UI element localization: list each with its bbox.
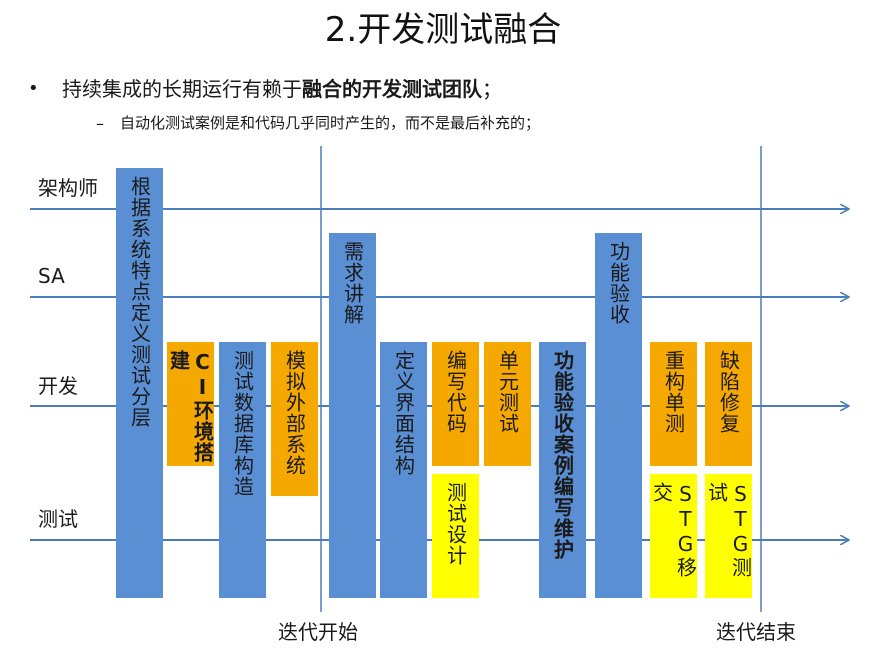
task-box-mock-external: 模拟外部系统 [271, 342, 318, 496]
task-box-stg-test: STG测试 [704, 474, 753, 598]
task-box-requirements: 需求讲解 [329, 233, 376, 598]
task-box-ci-setup: CI环境搭建 [166, 342, 215, 466]
task-label: CI环境搭建 [166, 350, 215, 463]
task-box-test-design: 测试设计 [432, 474, 479, 598]
task-box-write-code: 编写代码 [432, 342, 479, 466]
task-label: 编写代码 [443, 350, 468, 434]
bullet-text-plain: 持续集成的长期运行有赖于 [62, 77, 302, 101]
task-box-stg-handover: STG移交 [649, 474, 698, 598]
task-box-refactor-unit-test: 重构单测 [650, 342, 697, 466]
slide-title: 2.开发测试融合 [324, 10, 562, 50]
task-box-test-database: 测试数据库构造 [219, 342, 266, 598]
task-box-defect-fix: 缺陷修复 [705, 342, 752, 466]
sub-bullet: 自动化测试案例是和代码几乎同时产生的，而不是最后补充的； [120, 114, 541, 132]
lane-label-test: 测试 [38, 507, 78, 531]
main-bullet: 持续集成的长期运行有赖于融合的开发测试团队； [62, 74, 502, 104]
task-label: 功能验收案例编写维护 [550, 350, 575, 560]
task-label: 需求讲解 [340, 241, 365, 325]
task-box-acceptance: 功能验收 [595, 233, 642, 598]
sub-bullet-marker: – [96, 114, 104, 133]
bullet-text-bold: 融合的开发测试团队 [302, 77, 482, 101]
task-label: 测试数据库构造 [230, 350, 255, 497]
task-box-define-test-layers: 根据系统特点定义测试分层 [116, 168, 163, 598]
task-box-unit-test: 单元测试 [484, 342, 531, 466]
task-box-acceptance-cases: 功能验收案例编写维护 [539, 342, 586, 598]
lane-label-sa: SA [38, 264, 65, 288]
task-box-ui-structure: 定义界面结构 [380, 342, 427, 598]
task-label: STG测试 [704, 482, 753, 578]
task-label: 根据系统特点定义测试分层 [127, 176, 152, 428]
task-label: 单元测试 [495, 350, 520, 434]
task-label: 测试设计 [443, 482, 468, 566]
bullet-text-end: ； [482, 77, 502, 101]
task-label: 缺陷修复 [716, 350, 741, 434]
milestone-iteration-start: 迭代开始 [278, 620, 358, 644]
milestone-iteration-end: 迭代结束 [716, 620, 796, 644]
task-label: STG移交 [649, 482, 698, 578]
lane-label-dev: 开发 [38, 374, 78, 398]
task-label: 重构单测 [661, 350, 686, 434]
task-label: 功能验收 [606, 241, 631, 325]
lane-label-architect: 架构师 [38, 176, 98, 200]
task-label: 定义界面结构 [391, 350, 416, 476]
bullet-marker: • [28, 78, 39, 99]
task-label: 模拟外部系统 [282, 350, 307, 476]
